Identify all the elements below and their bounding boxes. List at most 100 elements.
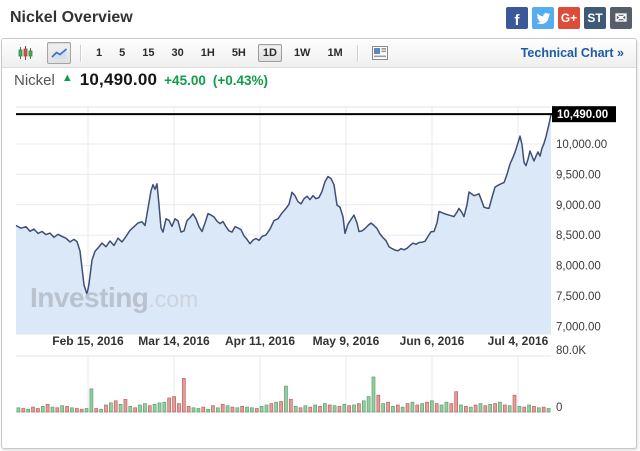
volume-bar <box>36 408 40 413</box>
volume-bar <box>31 406 35 413</box>
volume-bar <box>65 406 69 413</box>
line-chart-button[interactable] <box>47 42 71 64</box>
interval-button-15[interactable]: 15 <box>142 47 155 59</box>
volume-bar <box>162 401 167 413</box>
price-change-percent: (+0.43%) <box>212 73 268 88</box>
volume-bar <box>45 403 50 413</box>
interval-button-1[interactable]: 1 <box>96 47 103 59</box>
stocktwits-icon[interactable]: ST <box>584 7 606 29</box>
social-share-buttons: f G+ ST ✉ <box>506 7 632 29</box>
google-plus-icon[interactable]: G+ <box>558 7 580 29</box>
volume-bar <box>483 405 488 413</box>
volume-bar <box>488 403 493 413</box>
volume-bar <box>434 403 439 413</box>
volume-bar <box>220 403 225 413</box>
volume-bar <box>327 404 332 413</box>
volume-bar <box>517 406 522 413</box>
volume-bar <box>361 400 366 413</box>
volume-bar <box>429 400 434 413</box>
volume-bar <box>50 406 55 413</box>
twitter-icon[interactable] <box>532 7 554 29</box>
candlestick-chart-button[interactable] <box>14 42 38 64</box>
chart-canvas[interactable]: 10,000.00 9,500.00 9,000.00 8,500.00 8,000.0… <box>2 100 637 449</box>
volume-bar <box>342 403 347 413</box>
email-icon[interactable]: ✉ <box>610 7 632 29</box>
volume-bar <box>152 403 157 413</box>
volume-bar <box>527 404 531 413</box>
last-price: 10,490.00 <box>79 70 158 89</box>
volume-bar <box>191 407 196 413</box>
volume-bar <box>410 401 415 413</box>
interval-button-5H[interactable]: 5H <box>231 47 246 59</box>
volume-bar <box>55 407 60 413</box>
volume-bar <box>507 405 512 413</box>
volume-max-label: 80.0K <box>556 345 586 357</box>
price-change: +45.00 <box>164 73 206 88</box>
x-tick-label: Jul 4, 2016 <box>488 334 549 348</box>
x-tick-label: May 9, 2016 <box>313 334 380 348</box>
interval-button-1W[interactable]: 1W <box>293 47 311 59</box>
volume-bar <box>512 394 517 413</box>
volume-bar <box>347 405 352 413</box>
volume-zero-label: 0 <box>556 402 562 414</box>
volume-bar <box>420 403 424 413</box>
volume-bar <box>386 401 390 413</box>
volume-bar <box>546 408 551 413</box>
volume-bar <box>464 406 468 413</box>
interval-button-30[interactable]: 30 <box>171 47 184 59</box>
volume-bar <box>181 378 186 413</box>
volume-bar <box>186 406 191 413</box>
facebook-icon[interactable]: f <box>506 7 528 29</box>
price-area-fill <box>16 114 551 334</box>
volume-bar <box>459 404 463 413</box>
price-up-arrow-icon: ▲ <box>61 72 73 84</box>
price-line <box>15 114 552 295</box>
panel-icon <box>371 46 388 60</box>
volume-bar <box>225 405 230 413</box>
volume-bar <box>371 376 376 413</box>
volume-bar <box>60 405 65 413</box>
volume-bar <box>113 400 118 413</box>
volume-bar <box>473 404 478 413</box>
volume-bar <box>128 406 133 413</box>
volume-bar <box>269 403 274 413</box>
volume-bar <box>133 407 138 413</box>
volume-bar <box>391 406 395 413</box>
volume-bar <box>108 402 113 413</box>
volume-bar <box>230 406 235 413</box>
volume-bar <box>74 408 79 413</box>
volume-bar <box>478 403 483 413</box>
y-tick-label: 10,000.00 <box>556 139 607 151</box>
instrument-name: Nickel <box>14 72 55 89</box>
volume-bar <box>250 407 254 413</box>
x-tick-label: Feb 15, 2016 <box>52 334 124 348</box>
volume-bar <box>143 403 147 413</box>
volume-bar <box>308 406 313 413</box>
interval-button-5[interactable]: 5 <box>119 47 126 59</box>
volume-bar <box>259 406 264 413</box>
chart-panel-button[interactable] <box>368 42 392 64</box>
volume-bar <box>381 403 386 413</box>
volume-bar <box>322 403 327 413</box>
interval-button-1D[interactable]: 1D <box>257 44 282 62</box>
volume-bar <box>303 405 308 413</box>
x-tick-label: Apr 11, 2016 <box>225 334 295 348</box>
interval-button-1M[interactable]: 1M <box>327 47 343 59</box>
volume-bar <box>201 406 206 413</box>
volume-bar <box>279 401 283 413</box>
volume-bar <box>211 405 215 413</box>
volume-bar <box>493 403 497 413</box>
interval-button-1H[interactable]: 1H <box>200 47 215 59</box>
line-chart-icon <box>50 47 67 59</box>
volume-bar <box>84 408 89 413</box>
volume-bar <box>206 408 210 413</box>
chart-area: 10,000.00 9,500.00 9,000.00 8,500.00 8,000.0… <box>2 100 637 449</box>
current-price-badge-label: 10,490.00 <box>557 109 608 121</box>
page-title: Nickel Overview <box>10 9 133 26</box>
y-tick-label: 8,500.00 <box>556 230 601 242</box>
technical-chart-link[interactable]: Technical Chart » <box>520 46 624 60</box>
volume-bar <box>79 408 84 413</box>
volume-bar <box>541 406 546 413</box>
y-tick-label: 7,500.00 <box>556 291 601 303</box>
volume-bar <box>293 406 298 413</box>
